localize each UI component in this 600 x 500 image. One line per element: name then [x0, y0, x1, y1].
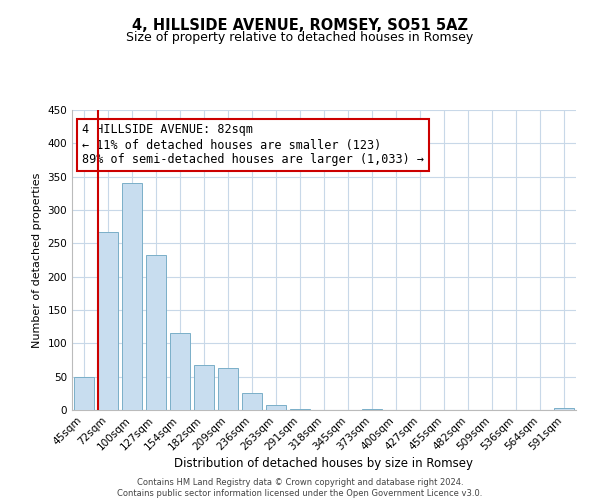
Bar [170, 334, 190, 410]
Text: 4 HILLSIDE AVENUE: 82sqm
← 11% of detached houses are smaller (123)
89% of semi-: 4 HILLSIDE AVENUE: 82sqm ← 11% of detach… [82, 124, 424, 166]
Bar [146, 256, 166, 410]
Text: Size of property relative to detached houses in Romsey: Size of property relative to detached ho… [127, 32, 473, 44]
Bar [74, 376, 94, 410]
Bar [218, 368, 238, 410]
Text: Contains HM Land Registry data © Crown copyright and database right 2024.
Contai: Contains HM Land Registry data © Crown c… [118, 478, 482, 498]
Bar [242, 394, 262, 410]
Bar [554, 408, 574, 410]
Bar [194, 364, 214, 410]
Bar [362, 408, 382, 410]
Y-axis label: Number of detached properties: Number of detached properties [32, 172, 42, 348]
Text: 4, HILLSIDE AVENUE, ROMSEY, SO51 5AZ: 4, HILLSIDE AVENUE, ROMSEY, SO51 5AZ [132, 18, 468, 32]
Bar [98, 232, 118, 410]
X-axis label: Distribution of detached houses by size in Romsey: Distribution of detached houses by size … [175, 458, 473, 470]
Bar [266, 406, 286, 410]
Bar [122, 184, 142, 410]
